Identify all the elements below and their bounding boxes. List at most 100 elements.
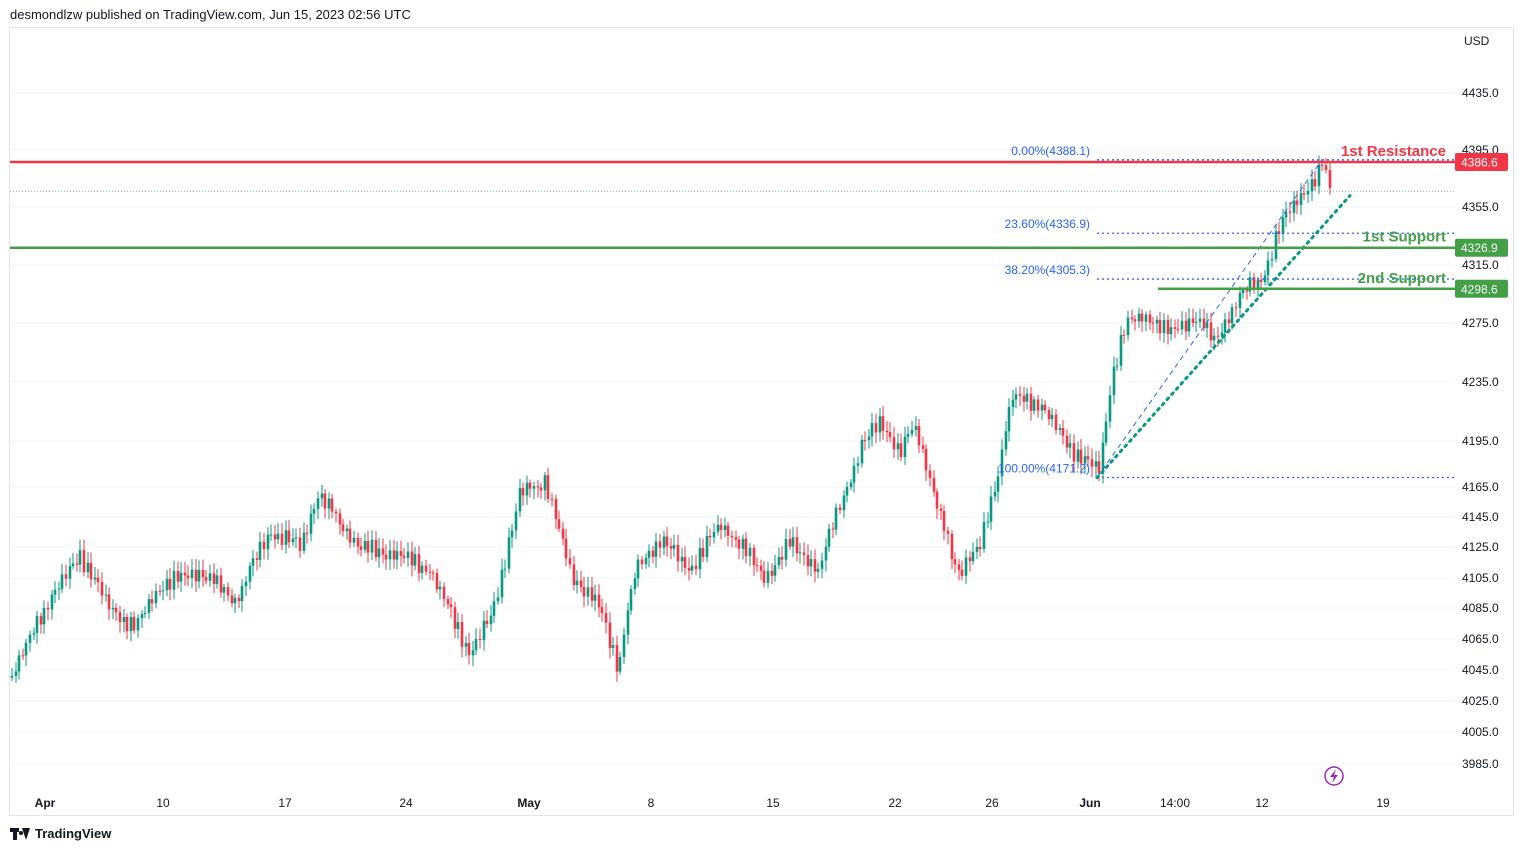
- candle-body: [258, 541, 262, 560]
- candle-body: [341, 524, 345, 532]
- candle-body: [899, 443, 903, 457]
- candle-body: [546, 475, 550, 499]
- candle-body: [795, 537, 799, 554]
- price-axis[interactable]: USD4435.04395.04355.04315.04275.04235.04…: [1462, 34, 1499, 771]
- candle-body: [953, 559, 957, 565]
- candle-body: [276, 533, 280, 540]
- candle-body: [395, 551, 399, 560]
- lightning-bolt-icon[interactable]: [1324, 766, 1344, 786]
- candle-body: [334, 511, 338, 514]
- candle-body: [784, 539, 788, 560]
- candle-body: [1043, 404, 1047, 411]
- candle-body: [1259, 279, 1263, 282]
- fib-diagonal[interactable]: [1096, 159, 1323, 478]
- candle-body: [222, 587, 226, 593]
- candle-body: [1184, 320, 1188, 332]
- candle-body: [316, 498, 320, 509]
- candle-body: [1191, 318, 1195, 323]
- candle-body: [557, 519, 561, 529]
- candle-body: [323, 493, 327, 509]
- time-axis[interactable]: Apr 10 17 24 May 8 15 22 26 Jun 14:00 12 19: [35, 796, 1390, 810]
- candle-body: [14, 671, 18, 676]
- candle-body: [327, 498, 331, 509]
- candle-body: [1238, 293, 1242, 308]
- candle-body: [1025, 393, 1029, 402]
- candle-body: [503, 568, 507, 570]
- candle-body: [1072, 443, 1076, 462]
- candle-body: [496, 597, 500, 602]
- candle-body: [914, 426, 918, 430]
- candle-body: [723, 525, 727, 531]
- price-tag: 4326.9: [1455, 238, 1508, 257]
- candle-body: [1086, 456, 1090, 460]
- y-tick-label: 4065.0: [1462, 632, 1499, 646]
- tradingview-brand[interactable]: TradingView: [10, 826, 111, 841]
- grid: [10, 92, 1455, 765]
- fibonacci-retracement[interactable]: 0.00%(4388.1) 23.60%(4336.9) 38.20%(4305.3…: [998, 144, 1455, 479]
- candle-body: [402, 555, 406, 558]
- candle-body: [320, 493, 324, 499]
- candle-body: [305, 532, 309, 534]
- candle-body: [1065, 435, 1069, 448]
- rising-trendline[interactable]: [1095, 194, 1352, 480]
- candle-body: [777, 557, 781, 566]
- candle-body: [1029, 393, 1033, 411]
- candle-body: [669, 546, 673, 549]
- candle-body: [1083, 456, 1087, 464]
- candle-body: [744, 538, 748, 557]
- candle-body: [1115, 365, 1119, 367]
- candle-body: [824, 546, 828, 561]
- candle-body: [82, 550, 86, 573]
- candle-body: [1194, 321, 1198, 323]
- x-tick-label: 15: [766, 796, 780, 810]
- candle-body: [1202, 318, 1206, 329]
- candle-body: [874, 423, 878, 433]
- candle-body: [690, 565, 694, 571]
- candle-body: [694, 565, 698, 570]
- candle-body: [71, 563, 75, 567]
- support-title: 2nd Support: [1358, 270, 1446, 287]
- candle-body: [1241, 290, 1245, 294]
- candle-body: [615, 645, 619, 672]
- candle-body: [647, 550, 651, 558]
- candle-body: [755, 565, 759, 567]
- candle-body: [1317, 164, 1321, 187]
- candle-body: [806, 554, 810, 567]
- candle-body: [896, 443, 900, 450]
- candle-body: [942, 510, 946, 531]
- candle-body: [1122, 334, 1126, 336]
- currency-label: USD: [1464, 34, 1490, 48]
- candle-body: [352, 537, 356, 543]
- candle-body: [1151, 322, 1155, 324]
- candle-body: [838, 507, 842, 511]
- candle-body: [1256, 279, 1260, 289]
- candle-body: [654, 541, 658, 557]
- candle-body: [1094, 461, 1098, 467]
- candle-body: [240, 586, 244, 602]
- candle-body: [726, 525, 730, 536]
- candle-body: [554, 498, 558, 520]
- candle-body: [129, 616, 133, 632]
- candle-body: [28, 634, 32, 643]
- trendlines[interactable]: [1095, 194, 1352, 480]
- y-tick-label: 4435.0: [1462, 86, 1499, 100]
- candle-body: [532, 486, 536, 489]
- candle-body: [186, 575, 190, 579]
- price-tag-label: 4386.6: [1461, 155, 1498, 169]
- x-tick-label: Jun: [1079, 796, 1100, 810]
- candle-body: [536, 486, 540, 488]
- candle-body: [57, 588, 61, 590]
- candle-body: [201, 569, 205, 578]
- candle-body: [399, 551, 403, 556]
- candle-body: [359, 546, 363, 550]
- candle-body: [1097, 461, 1101, 474]
- candle-body: [842, 495, 846, 511]
- support-resistance-levels[interactable]: 1st Resistance 1st Support 2nd Support: [10, 143, 1455, 291]
- candle-body: [165, 578, 169, 591]
- fib-level-label: 100.00%(4171.2): [998, 461, 1090, 475]
- candle-body: [438, 586, 442, 590]
- candle-body: [1173, 327, 1177, 329]
- candle-body: [248, 565, 252, 582]
- candle-body: [219, 575, 223, 593]
